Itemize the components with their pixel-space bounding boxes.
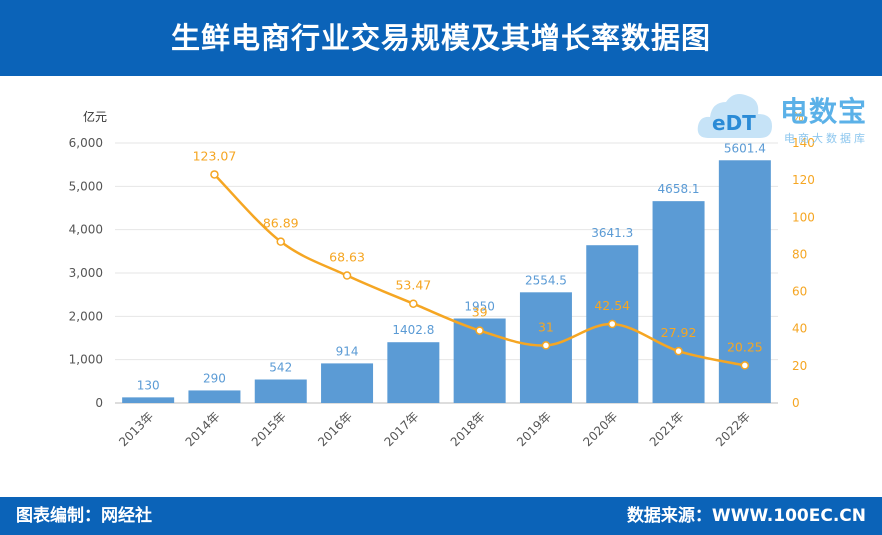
bar [188, 390, 241, 403]
header-bar: 生鲜电商行业交易规模及其增长率数据图 [0, 0, 882, 76]
logo-subtitle: 电商大数据库 [784, 132, 868, 145]
bar-value-label: 130 [137, 378, 160, 392]
bar [652, 201, 705, 403]
growth-rate-point [541, 341, 551, 350]
bar-value-label: 914 [336, 344, 359, 358]
y-left-tick-label: 6,000 [69, 136, 103, 150]
x-tick-label: 2014年 [183, 409, 223, 449]
y-left-unit: 亿元 [83, 109, 107, 124]
logo-name: 电数宝 [780, 95, 868, 128]
x-tick-label: 2018年 [448, 409, 488, 449]
y-right-tick-label: 100 [792, 210, 815, 224]
x-tick-label: 2013年 [116, 409, 156, 449]
growth-rate-point [475, 326, 484, 335]
y-right-tick-label: 140 [792, 136, 815, 150]
y-left-tick-label: 5,000 [69, 179, 103, 193]
chart-area: 0 1,000 2,000 3,000 4,000 5,000 6,000 0 20 40 60 80… [69, 109, 815, 449]
y-right-tick-label: 0 [792, 396, 800, 410]
x-tick-label: 2016年 [315, 409, 355, 449]
bar [254, 379, 307, 403]
bar-value-label: 1402.8 [392, 323, 434, 337]
y-left-tick-label: 0 [95, 396, 103, 410]
growth-rate-label: 39 [472, 305, 488, 320]
growth-rate-label: 86.89 [263, 216, 299, 231]
bar [122, 397, 175, 403]
growth-rate-point [608, 319, 617, 329]
x-tick-label: 2015年 [249, 409, 289, 449]
bar-value-label: 3641.3 [591, 226, 633, 240]
y-left-tick-label: 1,000 [69, 353, 103, 367]
growth-rate-point [409, 299, 418, 308]
growth-rate-point [342, 271, 352, 280]
x-tick-label: 2019年 [514, 409, 554, 449]
y-right-tick-label: 60 [792, 285, 807, 299]
bar [387, 342, 440, 403]
brand-logo: eDT 电数宝 电商大数据库 [694, 86, 880, 156]
x-tick-label: 2020年 [580, 409, 620, 449]
growth-rate-label: 123.07 [193, 148, 237, 163]
growth-rate-label: 20.25 [727, 339, 763, 354]
chart-title: 生鲜电商行业交易规模及其增长率数据图 [170, 21, 711, 55]
bar-value-label: 542 [269, 361, 292, 375]
growth-rate-label: 53.47 [395, 278, 431, 293]
bar-value-label: 5601.4 [724, 141, 766, 155]
footer-source-left: 图表编制：网经社 [16, 506, 152, 526]
y-left-tick-label: 2,000 [69, 309, 103, 323]
y-left-tick-label: 3,000 [69, 266, 103, 280]
growth-rate-label: 42.54 [594, 298, 630, 313]
bar-value-label: 4658.1 [658, 182, 700, 196]
bar-value-label: 2554.5 [525, 273, 567, 287]
x-tick-label: 2017年 [381, 409, 421, 449]
y-left-tick-label: 4,000 [69, 223, 103, 237]
y-right-tick-label: 40 [792, 322, 807, 336]
growth-rate-point [210, 170, 219, 179]
bar-value-label: 1950 [464, 300, 495, 314]
cloud-logo-icon: eDT [697, 94, 772, 138]
y-right-tick-label: 120 [792, 173, 815, 187]
growth-rate-label: 27.92 [661, 325, 697, 340]
growth-rate-point [276, 237, 285, 246]
logo-mark: eDT [712, 111, 756, 135]
growth-rate-point [740, 361, 750, 370]
bar [321, 363, 374, 403]
bar-value-label: 290 [203, 371, 226, 385]
growth-rate-point [674, 346, 683, 356]
y-right-tick-label: 20 [792, 359, 807, 373]
y-right-tick-label: 80 [792, 247, 807, 261]
footer-source-right: 数据来源：WWW.100EC.CN [626, 506, 866, 526]
x-tick-label: 2022年 [713, 409, 753, 449]
y-right-unit: % [792, 110, 803, 124]
x-tick-label: 2021年 [647, 409, 687, 449]
footer-bar: 图表编制：网经社 数据来源：WWW.100EC.CN [0, 497, 882, 535]
growth-rate-label: 31 [538, 319, 554, 334]
growth-rate-label: 68.63 [329, 250, 365, 265]
